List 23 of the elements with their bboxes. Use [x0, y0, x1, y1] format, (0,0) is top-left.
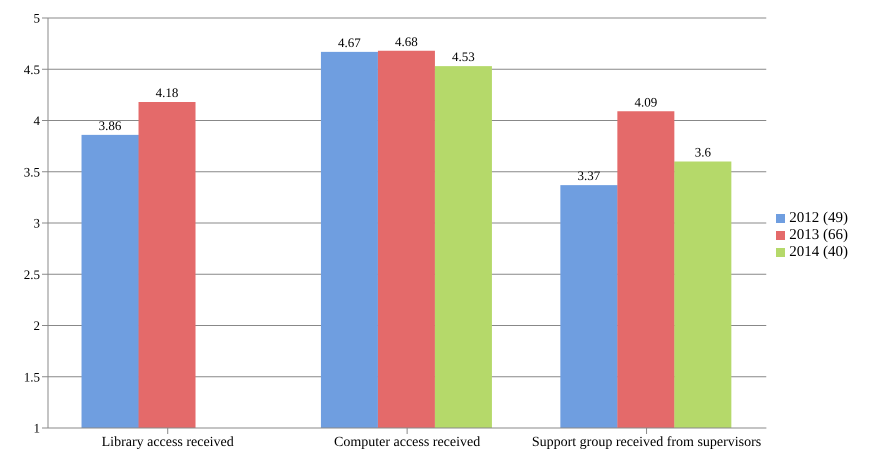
y-tick-label: 4.5 — [24, 62, 40, 77]
legend-label: 2014 (40) — [789, 244, 848, 260]
data-label: 4.68 — [395, 34, 418, 49]
y-tick-label: 5 — [34, 10, 40, 26]
data-label: 3.86 — [98, 118, 122, 133]
y-tick-label: 1.5 — [24, 369, 40, 384]
y-tick-label: 1 — [34, 420, 40, 436]
legend-label: 2012 (49) — [789, 210, 848, 226]
y-tick-label: 3.5 — [24, 164, 40, 180]
data-label: 4.53 — [452, 49, 475, 64]
x-tick-label: Library access received — [102, 434, 234, 450]
data-label: 4.18 — [156, 85, 178, 100]
x-tick-label: Computer access received — [334, 434, 480, 450]
y-tick-label: 3 — [34, 216, 40, 231]
data-label: 3.6 — [694, 144, 712, 160]
x-tick-label: Support group received from supervisors — [532, 434, 762, 450]
data-label: 4.67 — [338, 34, 362, 50]
y-tick-label: 4 — [34, 113, 40, 128]
legend-label: 2013 (66) — [789, 227, 848, 243]
data-label: 4.09 — [634, 94, 658, 110]
y-tick-label: 2.5 — [24, 266, 40, 282]
y-tick-label: 2 — [34, 318, 40, 334]
data-label: 3.37 — [577, 168, 601, 184]
